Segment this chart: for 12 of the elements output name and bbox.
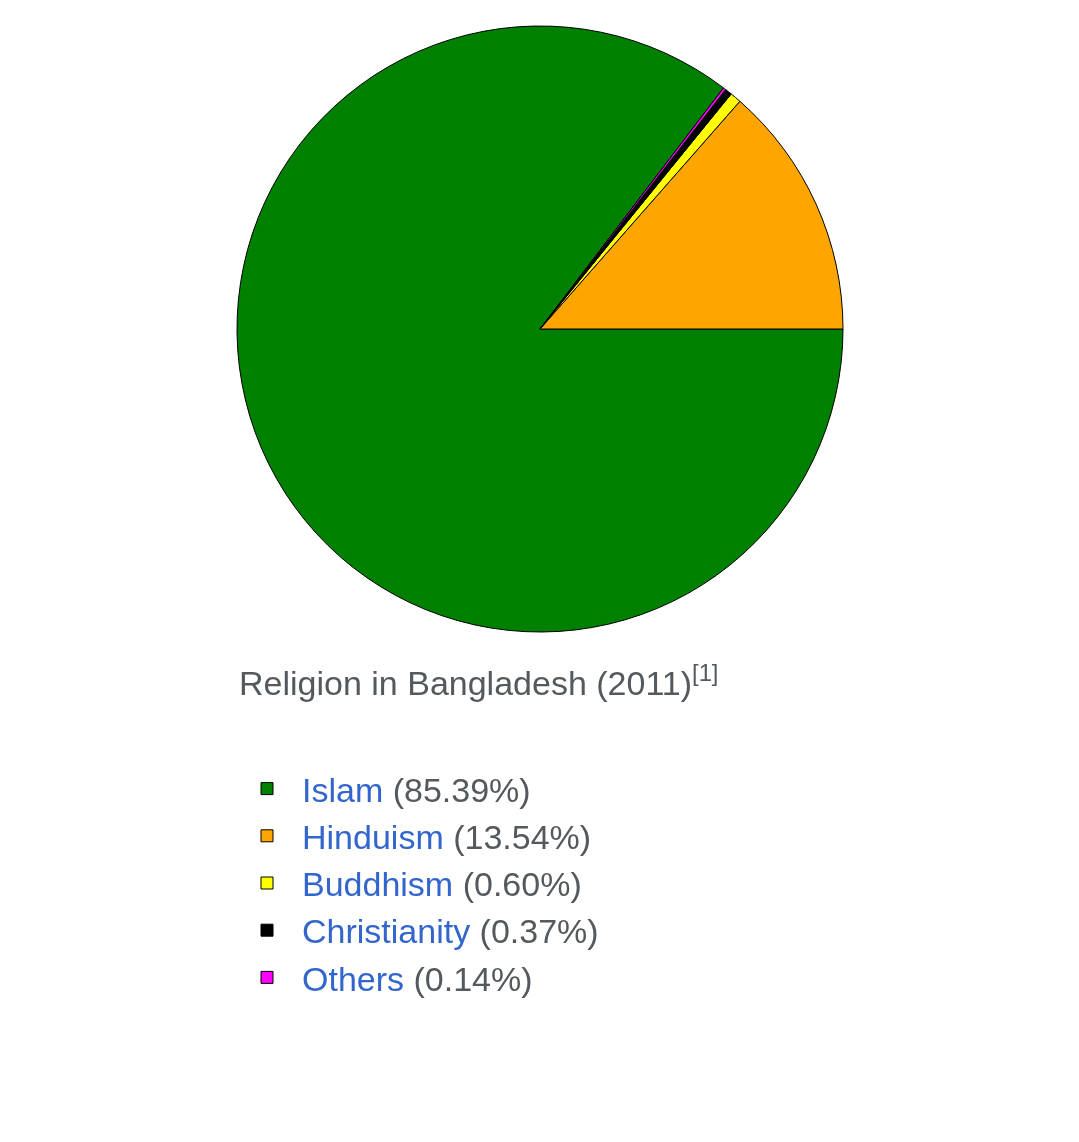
data-label: (0.37%) (479, 912, 599, 951)
data-label: (0.60%) (462, 865, 582, 904)
data-label: (85.39%) (392, 770, 531, 809)
data-label: (13.54%) (453, 818, 592, 857)
data-label: (0.14%) (413, 959, 533, 998)
legend-label: Islam (302, 770, 384, 809)
legend-label: Buddhism (302, 865, 454, 904)
text: Religion in Bangladesh (2011)$^{[1]}$ (239, 659, 719, 703)
legend-label: Others (302, 959, 405, 998)
legend-label: Christianity (302, 912, 471, 951)
pie-slice (236, 25, 844, 633)
legend-label: Hinduism (302, 818, 444, 857)
